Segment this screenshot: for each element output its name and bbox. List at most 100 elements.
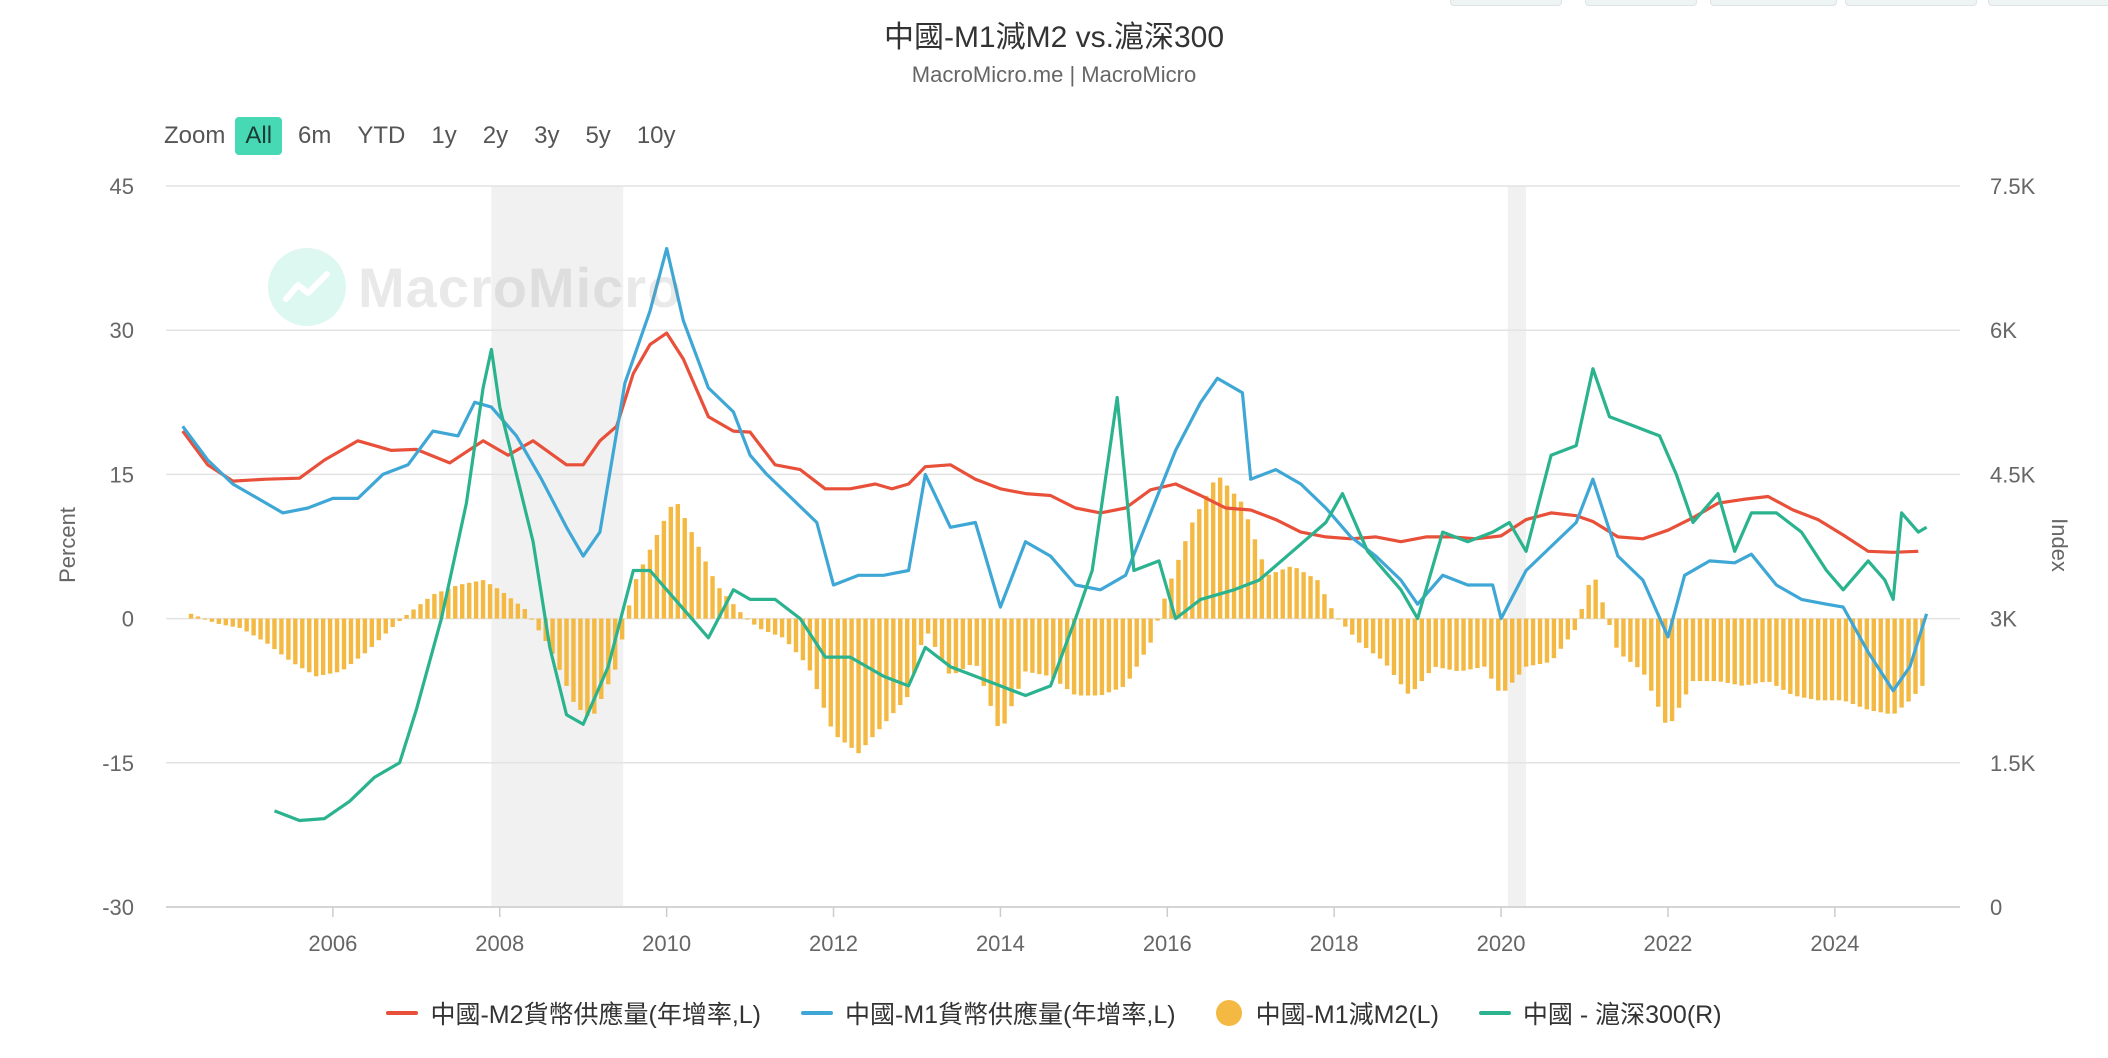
bar <box>974 618 979 666</box>
bar <box>446 588 451 619</box>
top-toolbar-button[interactable] <box>1585 0 1697 6</box>
bar <box>1023 618 1028 672</box>
bar <box>1301 572 1306 619</box>
bar <box>981 618 986 686</box>
bar <box>237 618 242 628</box>
bar <box>1656 618 1661 707</box>
bar <box>1781 618 1786 690</box>
bar <box>793 618 799 653</box>
zoom-button-6m[interactable]: 6m <box>298 122 332 149</box>
left-axis-label: Percent <box>55 507 80 583</box>
bar <box>779 618 785 638</box>
bar <box>1795 618 1800 697</box>
bar <box>258 618 263 640</box>
legend-label-csi300: 中國 - 滬深300(R) <box>1522 1001 1722 1029</box>
legend-item-csi300[interactable]: 中國 - 滬深300(R) <box>1478 995 1722 1031</box>
legend-item-m1[interactable]: 中國-M1貨幣供應量(年增率,L) <box>801 995 1176 1031</box>
bar <box>814 618 820 690</box>
bar <box>1614 618 1619 648</box>
bar <box>1002 618 1007 724</box>
bar <box>1419 618 1424 682</box>
bar <box>675 504 680 619</box>
bar <box>1850 618 1856 705</box>
x-axis-ticks: 2006 2008 2010 2012 2014 2016 2018 2020 2022 2024 <box>166 906 1960 956</box>
bar <box>341 618 347 670</box>
bar <box>571 618 576 702</box>
bar <box>828 618 833 727</box>
zoom-label: Zoom <box>164 122 226 149</box>
bar <box>334 618 340 673</box>
bar <box>925 618 931 634</box>
zoom-button-3y[interactable]: 3y <box>534 122 560 149</box>
bar <box>376 618 381 641</box>
bar <box>703 561 708 619</box>
bar <box>856 618 861 754</box>
bar <box>1224 485 1230 619</box>
bar <box>1815 618 1821 701</box>
zoom-button-10y[interactable]: 10y <box>636 122 676 149</box>
bar <box>1037 618 1042 675</box>
bar <box>327 618 333 674</box>
legend-item-m1-minus-m2[interactable]: 中國-M1減M2(L) <box>1215 995 1439 1031</box>
right-axis-ticks: 7.5K 6K 4.5K 3K 1.5K 0 <box>1990 174 2036 920</box>
zoom-button-1y[interactable]: 1y <box>431 122 457 149</box>
bar <box>786 618 792 645</box>
bar <box>1892 618 1897 714</box>
bar <box>1044 618 1049 676</box>
bar <box>932 618 938 647</box>
x-tick-label: 2018 <box>1310 931 1359 956</box>
bar <box>1030 618 1035 673</box>
shaded-periods <box>491 186 1527 907</box>
bar <box>1621 618 1626 657</box>
recession-shade <box>1507 186 1527 907</box>
top-toolbar-button[interactable] <box>1988 0 2108 6</box>
bar <box>1565 618 1571 640</box>
bar <box>1732 618 1737 685</box>
top-toolbar-button[interactable] <box>1845 0 1977 6</box>
bar <box>1607 618 1612 626</box>
zoom-button-5y[interactable]: 5y <box>585 122 611 149</box>
zoom-button-2y[interactable]: 2y <box>482 122 509 149</box>
bar <box>1245 519 1251 619</box>
x-tick-label: 2008 <box>475 931 524 956</box>
top-toolbar-button[interactable] <box>1710 0 1837 6</box>
left-tick-label: 30 <box>110 318 134 343</box>
right-tick-label: 4.5K <box>1990 462 2036 487</box>
chart-title: 中國-M1減M2 vs.滬深300 <box>883 21 1225 54</box>
right-tick-label: 3K <box>1990 607 2017 632</box>
bar <box>1106 618 1112 693</box>
bar <box>759 618 764 630</box>
bar <box>188 613 194 619</box>
zoom-button-ytd[interactable]: YTD <box>357 122 406 149</box>
bar <box>1051 618 1056 679</box>
bar <box>1259 559 1265 619</box>
left-tick-label: -30 <box>102 895 134 920</box>
x-tick-label: 2010 <box>642 931 691 956</box>
x-tick-label: 2014 <box>976 931 1025 956</box>
bar <box>891 618 896 714</box>
legend: 中國-M2貨幣供應量(年增率,L) 中國-M1貨幣供應量(年增率,L) 中國-M… <box>0 995 2108 1031</box>
bar <box>918 618 924 646</box>
bar <box>202 618 208 620</box>
bar <box>1350 618 1355 635</box>
bar <box>1433 618 1438 667</box>
bar <box>1210 482 1216 619</box>
series-line <box>273 347 1928 823</box>
bar <box>1266 574 1272 619</box>
bar <box>1127 618 1132 679</box>
bar <box>1788 618 1793 694</box>
bar <box>1071 618 1077 695</box>
top-toolbar-button[interactable] <box>1450 0 1562 6</box>
legend-swatch-m1 <box>801 1011 833 1015</box>
legend-label-m1-minus-m2: 中國-M1減M2(L) <box>1255 1001 1439 1029</box>
bar <box>1190 522 1195 619</box>
bar <box>1628 618 1633 662</box>
bar <box>1405 618 1411 694</box>
legend-item-m2[interactable]: 中國-M2貨幣供應量(年增率,L) <box>386 995 761 1031</box>
zoom-button-all[interactable]: All <box>235 117 283 155</box>
bar <box>1461 618 1466 671</box>
bar <box>1509 618 1515 683</box>
bar <box>425 598 430 619</box>
x-tick-label: 2012 <box>809 931 858 956</box>
bar <box>550 618 555 654</box>
